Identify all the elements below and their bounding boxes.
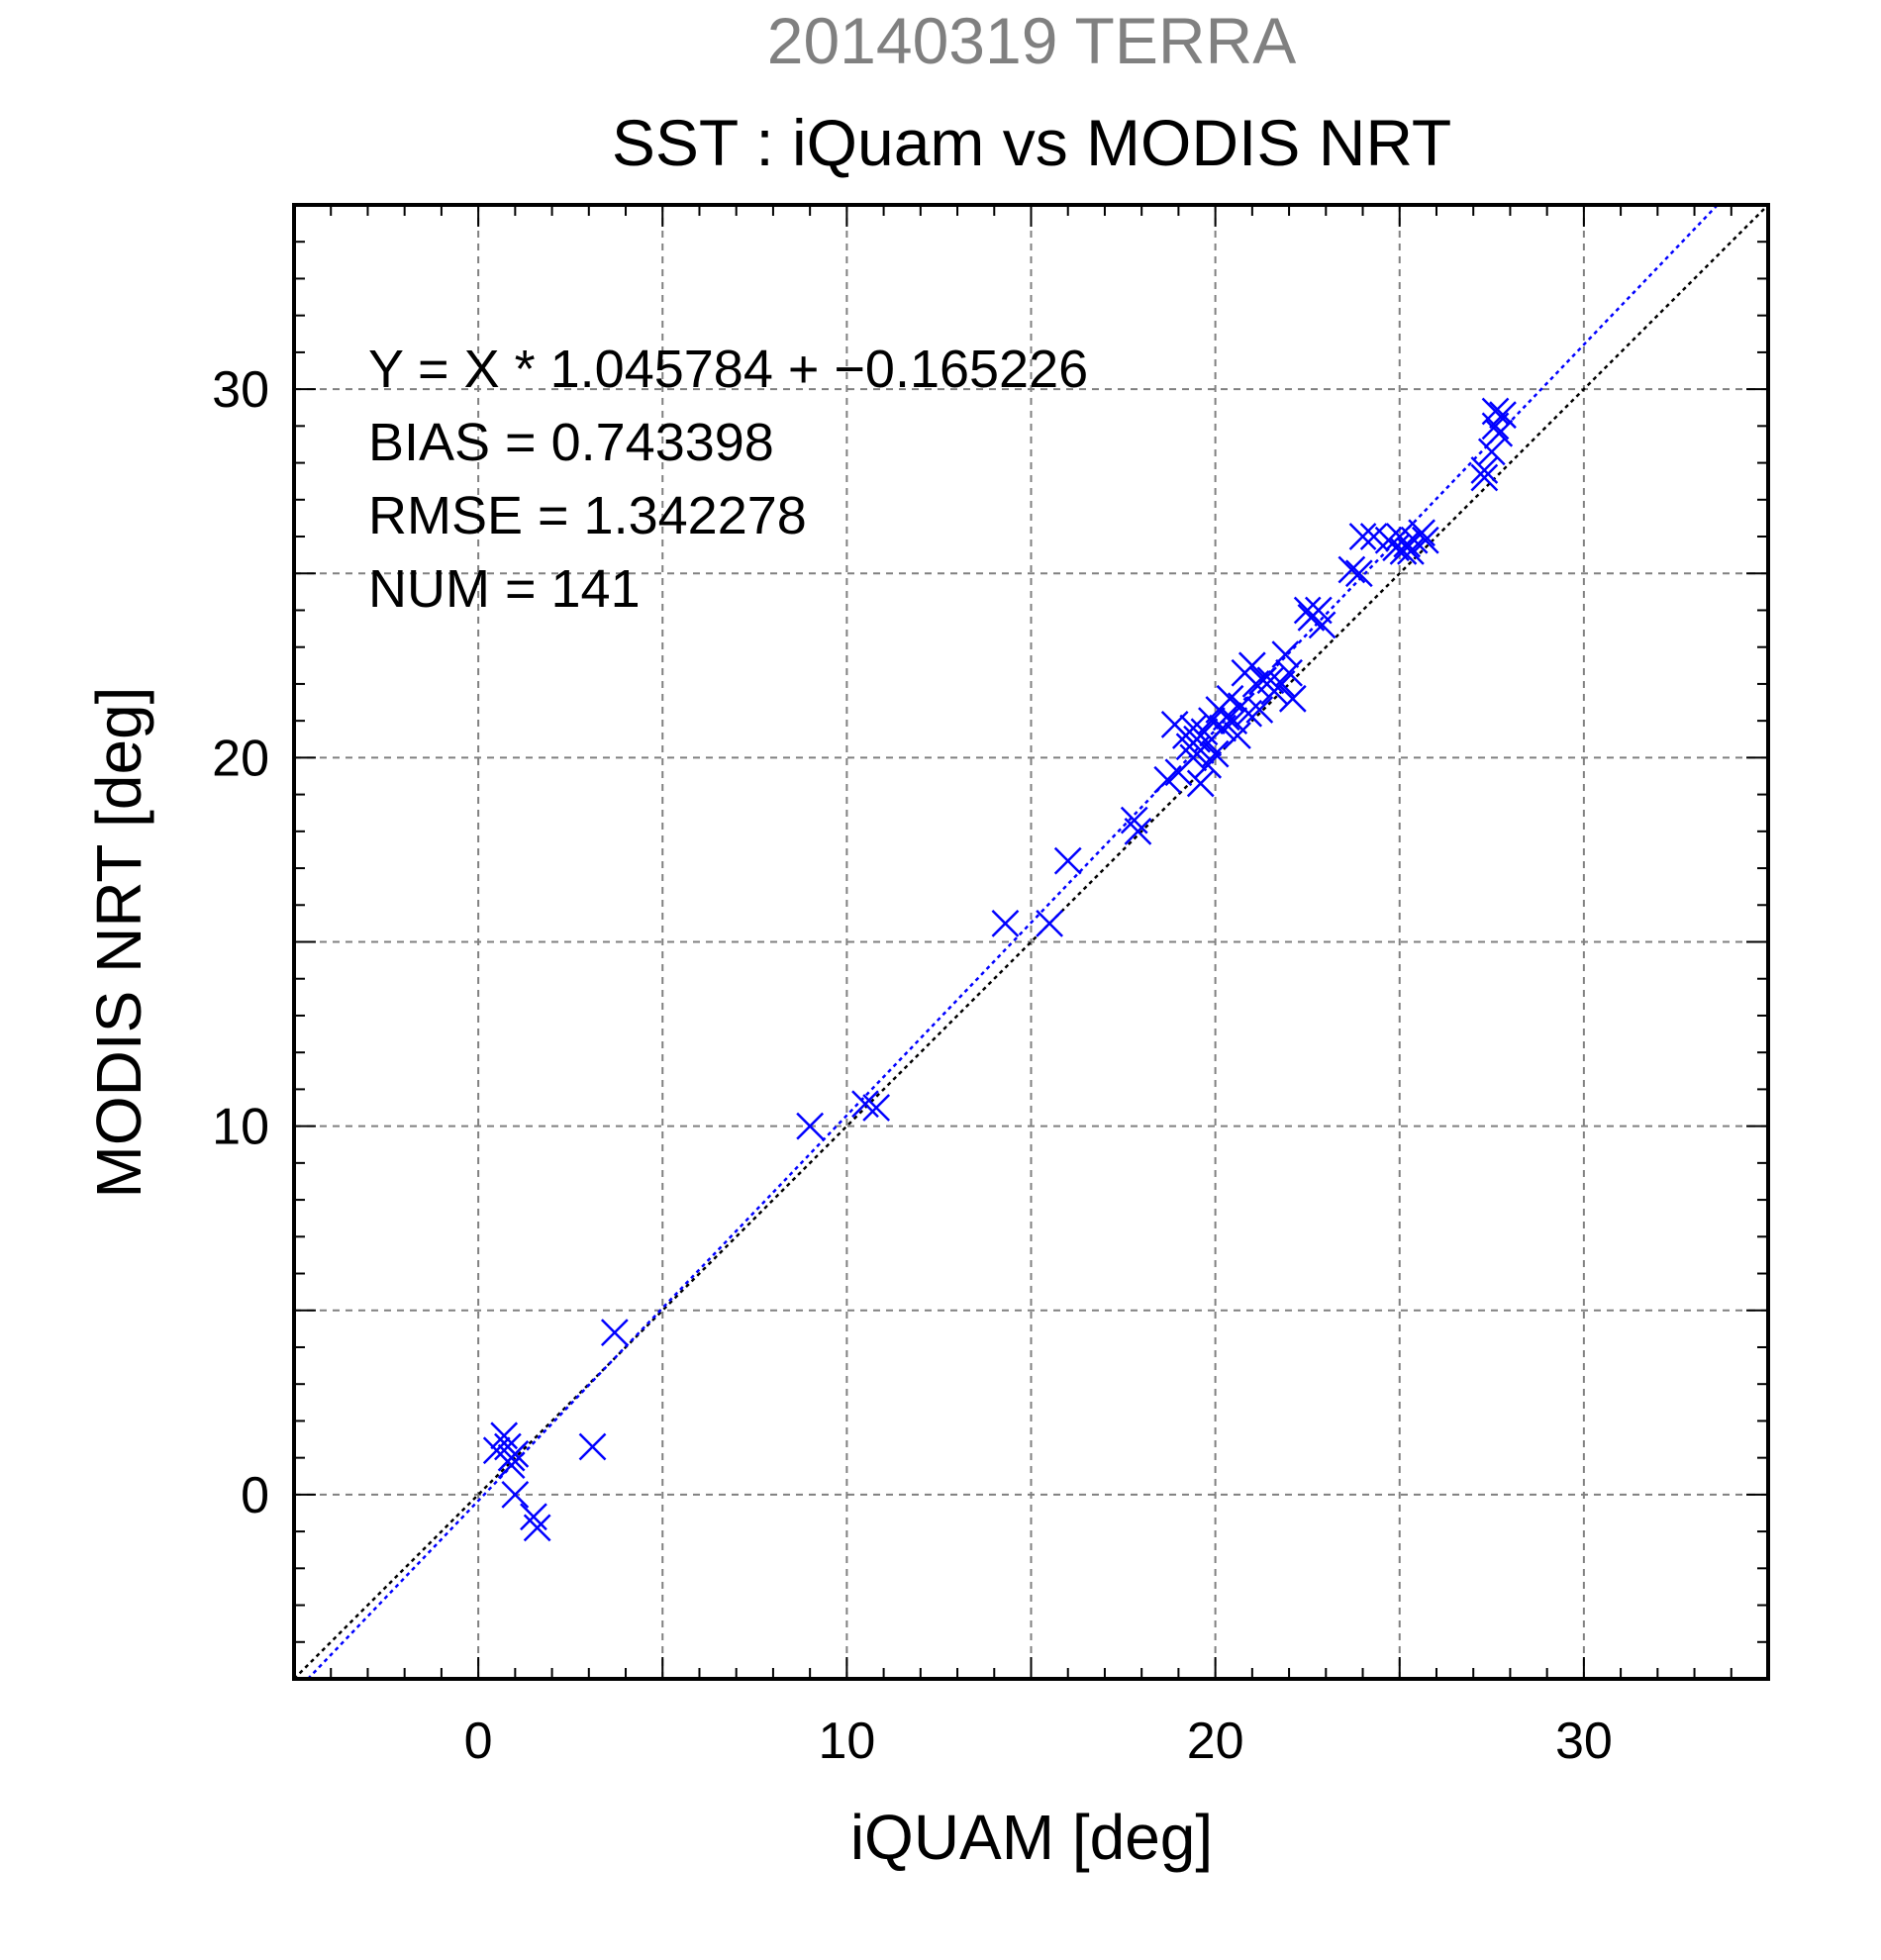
y-axis-label: MODIS NRT [deg] (83, 687, 154, 1199)
data-point-marker (1477, 438, 1506, 466)
data-point-marker (1344, 559, 1373, 588)
data-point-marker (1470, 463, 1499, 492)
one-to-one-line (293, 204, 1769, 1680)
data-point-marker (1120, 806, 1148, 834)
data-point-marker (1275, 658, 1303, 687)
data-point-marker (578, 1432, 607, 1461)
data-point-marker (1224, 722, 1251, 749)
data-point-marker (1212, 703, 1240, 732)
data-point-marker (1481, 397, 1510, 426)
data-point-marker (1348, 523, 1377, 550)
stats-box: Y = X * 1.045784 + −0.165226 BIAS = 0.74… (368, 340, 1088, 619)
chart-title: SST : iQuam vs MODIS NRT (612, 106, 1451, 179)
data-point-marker (501, 1480, 530, 1509)
y-tick-label: 20 (212, 730, 269, 787)
data-point-marker (1186, 769, 1215, 798)
data-point-marker (1238, 651, 1266, 680)
data-point-marker (1470, 456, 1499, 484)
chart-subtitle: 20140319 TERRA (767, 4, 1296, 77)
stats-line-rmse: RMSE = 1.342278 (368, 486, 807, 545)
x-tick-label: 20 (1187, 1713, 1244, 1770)
data-point-marker (523, 1514, 551, 1542)
y-tick-label: 0 (241, 1467, 269, 1524)
data-point-marker (1411, 526, 1439, 554)
plot-frame (292, 203, 1770, 1681)
data-point-marker (1278, 684, 1307, 713)
data-point-marker (1485, 419, 1514, 447)
y-tick-label: 30 (212, 361, 269, 419)
data-points (482, 397, 1517, 1542)
data-point-marker (1235, 699, 1263, 728)
data-point-marker (851, 1090, 879, 1119)
data-point-marker (796, 1112, 825, 1140)
data-point-marker (1489, 401, 1517, 430)
data-point-marker (1245, 696, 1274, 724)
data-point-marker (991, 910, 1020, 937)
reference-lines (293, 204, 1769, 1680)
x-tick-label: 10 (818, 1713, 875, 1770)
data-point-marker (1308, 611, 1336, 639)
grid-lines (294, 205, 1768, 1679)
data-point-marker (1393, 530, 1422, 558)
data-point-marker (497, 1451, 526, 1479)
y-tick-label: 10 (212, 1099, 269, 1156)
data-point-marker (490, 1421, 519, 1450)
stats-line-bias: BIAS = 0.743398 (368, 413, 774, 472)
data-point-marker (1256, 666, 1285, 695)
x-tick-label: 30 (1555, 1713, 1613, 1770)
tick-labels: 0 10 20 30 0 10 20 30 (212, 361, 1613, 1770)
data-point-marker (1397, 538, 1425, 565)
data-point-marker (501, 1440, 530, 1468)
x-tick-label: 0 (464, 1713, 493, 1770)
data-point-marker (1124, 817, 1152, 845)
data-point-marker (520, 1503, 547, 1531)
data-point-marker (862, 1094, 891, 1122)
data-point-marker (1337, 555, 1366, 584)
stats-line-fit: Y = X * 1.045784 + −0.165226 (368, 340, 1088, 399)
stats-line-num: NUM = 141 (368, 559, 641, 619)
data-point-marker (1271, 640, 1300, 669)
data-point-marker (1036, 910, 1063, 937)
data-point-marker (1201, 739, 1230, 768)
data-point-marker (1408, 519, 1436, 547)
data-point-marker (600, 1319, 629, 1346)
x-axis-label: iQUAM [deg] (850, 1802, 1213, 1873)
data-point-marker (1053, 846, 1082, 875)
